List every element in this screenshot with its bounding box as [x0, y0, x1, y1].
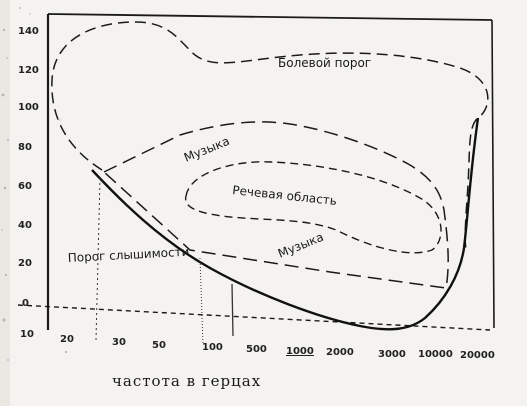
x-tick-label: 20 [60, 334, 74, 345]
plot-frame [46, 13, 495, 330]
x-tick-label: 500 [246, 344, 267, 355]
y-tick-label: 100 [18, 102, 39, 113]
zero-level-dashed-line [17, 304, 491, 331]
hearing-threshold-label: Порог слышимости [67, 245, 189, 265]
y-tick-label: 140 [18, 26, 39, 37]
y-tick-label: 0 [22, 298, 29, 309]
x-tick-labels: 10 20 30 50 100 200 500 1000 2000 3000 1… [20, 329, 495, 361]
reference-line [199, 257, 204, 346]
y-tick-labels: 140 120 100 80 60 40 20 0 [18, 26, 39, 309]
y-tick-label: 120 [18, 65, 39, 76]
x-tick-label: 1000 [286, 346, 314, 357]
y-tick-label: 60 [18, 181, 32, 192]
reference-line [231, 283, 234, 337]
x-tick-label: 10 [20, 329, 34, 340]
hearing-threshold-curve [91, 117, 480, 331]
music-region-outline [102, 121, 449, 289]
x-tick-label: 10000 [418, 349, 453, 360]
music-lower-label: Музыка [276, 230, 326, 261]
x-tick-label: 50 [152, 340, 166, 351]
pain-threshold-curve [51, 21, 489, 249]
x-axis-title: частота в герцах [112, 372, 261, 390]
top-frame-line [47, 13, 493, 21]
speech-area-label: Речевая область [232, 183, 338, 208]
music-upper-label: Музыка [182, 134, 232, 165]
x-tick-label: 30 [112, 337, 126, 348]
scan-speck [64, 350, 68, 354]
x-tick-label: 20000 [460, 350, 495, 361]
y-tick-label: 40 [18, 220, 32, 231]
right-frame-line [491, 19, 495, 329]
vertical-reference-lines [95, 177, 234, 346]
scan-edge-noise [0, 0, 31, 406]
pain-threshold-label: Болевой порог [278, 56, 371, 70]
x-tick-label: 2000 [326, 347, 354, 358]
speech-region-outline [184, 161, 442, 254]
y-tick-label: 80 [18, 142, 32, 153]
x-tick-label: 100 [202, 342, 223, 353]
x-tick-label: 3000 [378, 349, 406, 360]
reference-line [95, 177, 101, 341]
scan-speck [59, 119, 61, 121]
y-tick-label: 20 [18, 258, 32, 269]
